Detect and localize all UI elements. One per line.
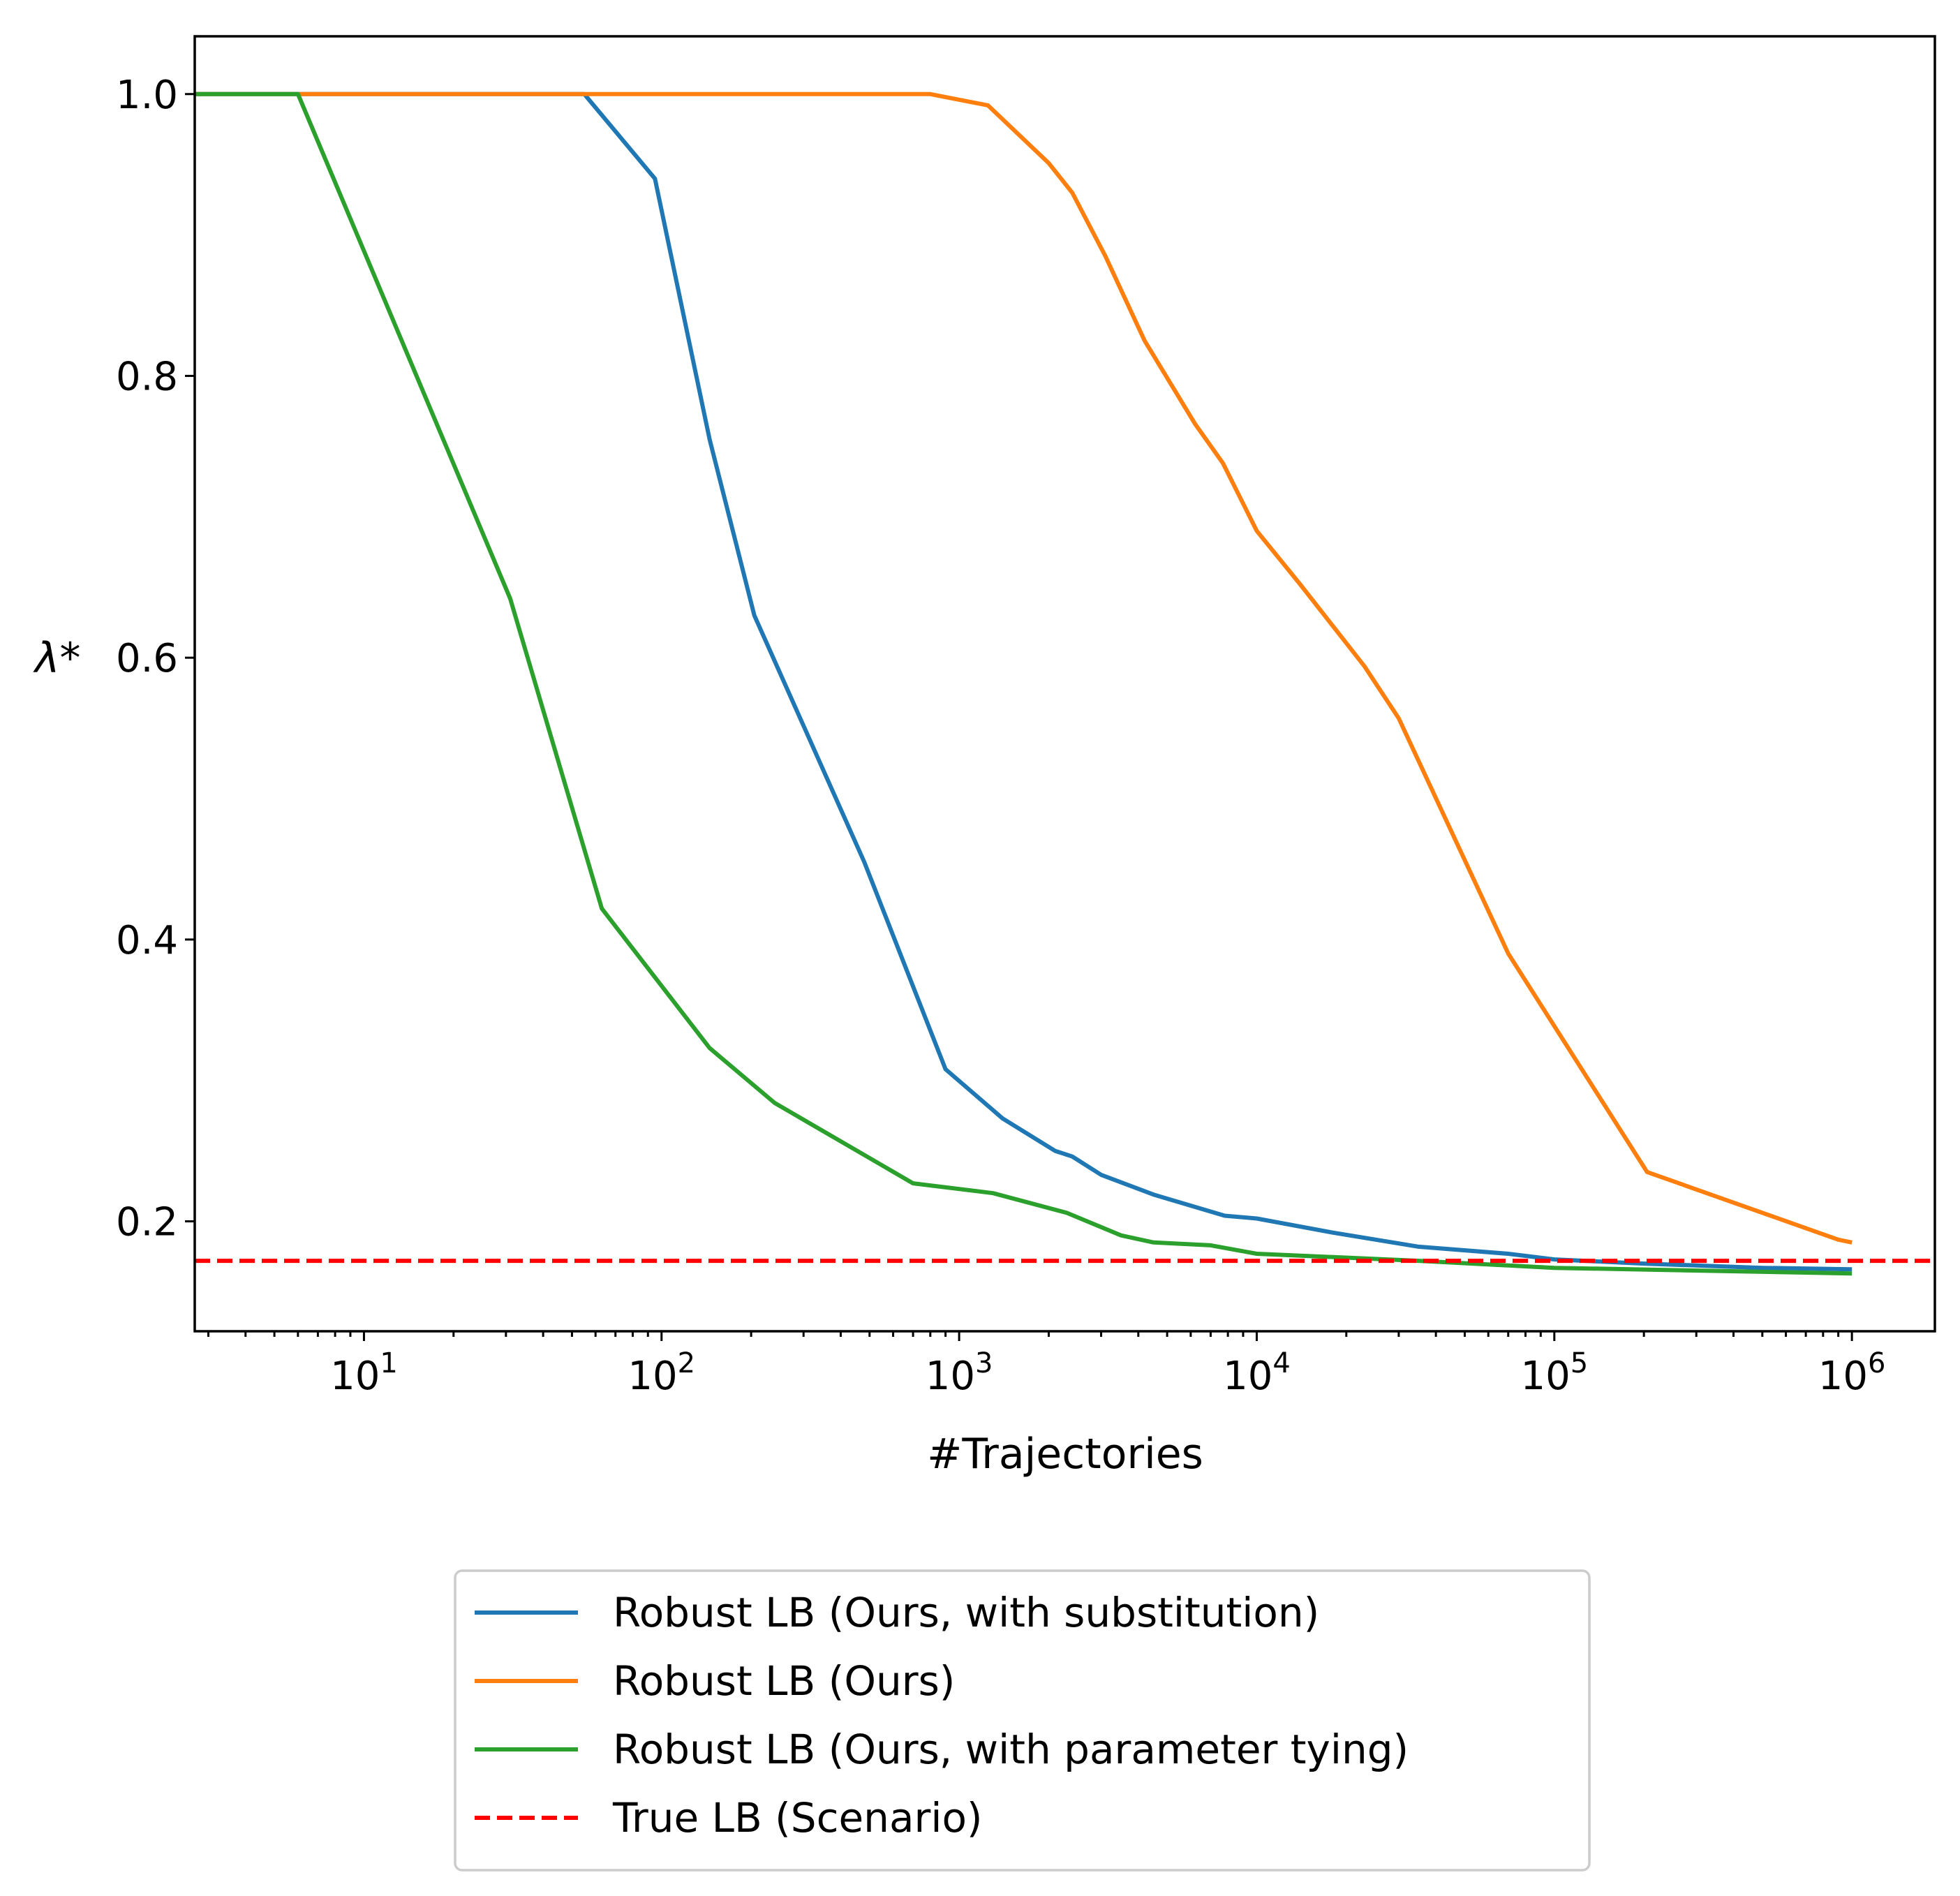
series-layer bbox=[195, 91, 1935, 1276]
x-tick-label: 105 bbox=[1520, 1347, 1588, 1399]
legend-label-1: Robust LB (Ours, with substitution) bbox=[613, 1589, 1319, 1636]
plot-frame bbox=[193, 35, 1936, 1333]
legend-box bbox=[454, 1569, 1591, 1872]
y-tick-label: 0.6 bbox=[116, 636, 178, 681]
x-tick-label: 102 bbox=[628, 1347, 695, 1399]
x-axis-label: #Trajectories bbox=[927, 1430, 1203, 1479]
x-tick-label: 103 bbox=[926, 1347, 993, 1399]
legend-label-4: True LB (Scenario) bbox=[612, 1794, 983, 1842]
legend: Robust LB (Ours, with substitution) Robus… bbox=[454, 1569, 1591, 1872]
y-tick-label: 0.4 bbox=[116, 918, 178, 963]
x-axis-ticks: 101 102 103 104 105 106 bbox=[207, 1331, 1886, 1399]
series-line-2 bbox=[195, 91, 1853, 1245]
legend-label-2: Robust LB (Ours) bbox=[613, 1657, 955, 1705]
series-line-3 bbox=[195, 91, 1853, 1276]
y-tick-label: 1.0 bbox=[116, 73, 178, 118]
y-axis-ticks: 0.2 0.4 0.6 0.8 1.0 bbox=[116, 73, 195, 1245]
x-tick-label: 104 bbox=[1223, 1347, 1291, 1399]
legend-label-3: Robust LB (Ours, with parameter tying) bbox=[613, 1726, 1409, 1773]
series-line-1 bbox=[195, 91, 1853, 1272]
x-tick-label: 101 bbox=[330, 1347, 398, 1399]
x-tick-label: 106 bbox=[1818, 1347, 1886, 1399]
y-tick-label: 0.2 bbox=[116, 1200, 178, 1245]
y-tick-label: 0.8 bbox=[116, 354, 178, 399]
y-axis-label: λ* bbox=[33, 634, 81, 683]
